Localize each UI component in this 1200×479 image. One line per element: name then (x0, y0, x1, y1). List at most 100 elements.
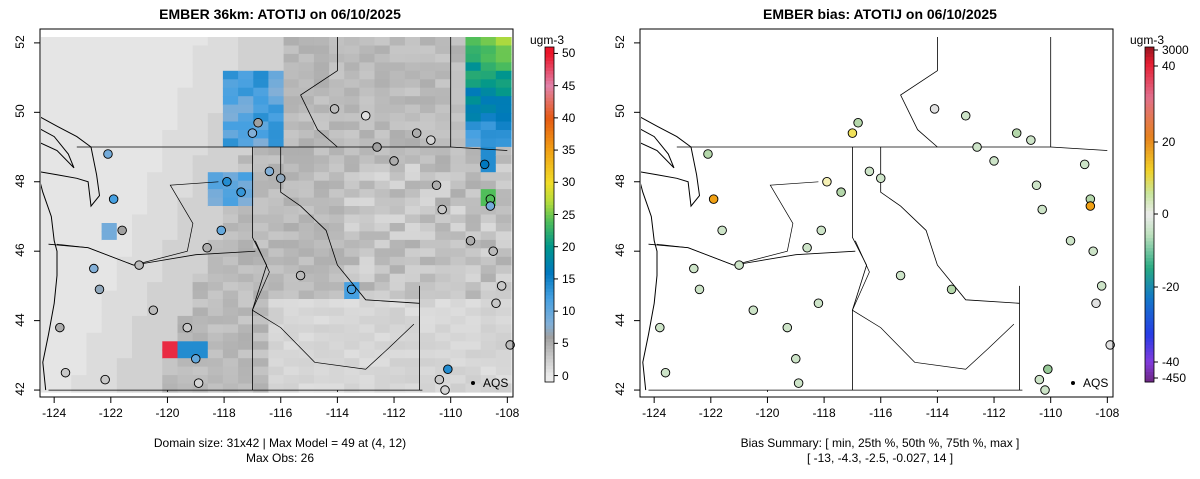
grid-cell (132, 366, 148, 376)
footer-bias-summary: Bias Summary: [ min, 25th %, 50th %, 75t… (740, 436, 1020, 450)
colorbar-segment (1145, 278, 1154, 282)
grid-cell (222, 155, 239, 165)
grid-cell (404, 96, 421, 106)
grid-cell (192, 172, 209, 182)
grid-cell (495, 332, 512, 342)
grid-cell (329, 273, 345, 283)
grid-cell (238, 358, 254, 368)
colorbar-segment (545, 53, 554, 58)
grid-cell (495, 256, 512, 266)
colorbar-segment (545, 167, 554, 172)
grid-cell (132, 130, 148, 140)
grid-cell (192, 223, 209, 233)
grid-cell (147, 163, 163, 173)
grid-cell (177, 96, 194, 106)
grid-cell (132, 155, 148, 165)
grid-cell (56, 79, 72, 89)
grid-cell (238, 163, 254, 173)
colorbar-segment (545, 301, 554, 306)
colorbar-segment (545, 117, 554, 122)
colorbar-segment (1145, 227, 1154, 232)
grid-cell (465, 45, 482, 55)
grid-cell (465, 315, 482, 325)
grid-cell (56, 248, 72, 258)
grid-cell (162, 256, 179, 266)
grid-cell (147, 87, 163, 97)
grid-cell (116, 231, 133, 241)
colorbar-segment (1145, 83, 1154, 88)
colorbar-segment (1145, 93, 1154, 98)
grid-cell (86, 231, 103, 241)
grid-cell (222, 172, 239, 182)
colorbar-segment (545, 375, 554, 380)
grid-cell (420, 290, 436, 300)
grid-cell (465, 96, 482, 106)
colorbar-segment (545, 83, 554, 88)
grid-cell (147, 383, 163, 393)
boundary-line (852, 147, 868, 391)
obs-point (440, 385, 450, 395)
grid-cell (86, 138, 103, 148)
grid-cell (162, 96, 179, 106)
grid-cell (435, 197, 451, 207)
grid-cell (253, 349, 270, 359)
grid-cell (101, 197, 118, 207)
grid-cell (344, 341, 360, 351)
grid-cell (207, 163, 224, 173)
grid-cell (344, 37, 360, 47)
grid-cell (313, 332, 330, 342)
grid-cell (450, 206, 467, 216)
grid-cell (238, 172, 254, 182)
grid-cell (132, 324, 148, 334)
grid-cell (162, 62, 179, 72)
grid-cell (177, 239, 194, 249)
colorbar-segment (1145, 348, 1154, 353)
grid-cell (222, 383, 239, 393)
grid-cell (465, 282, 482, 292)
grid-cell (71, 214, 88, 224)
grid-cell (41, 79, 57, 89)
grid-cell (222, 37, 239, 47)
grid-cell (298, 138, 315, 148)
grid-cell (253, 341, 270, 351)
grid-cell (313, 130, 330, 140)
grid-cell (344, 113, 360, 123)
grid-cell (480, 290, 497, 300)
plot-frame (39, 28, 514, 398)
obs-point (236, 187, 246, 197)
grid-cell (132, 332, 148, 342)
grid-cell (268, 282, 285, 292)
grid-cell (480, 172, 497, 182)
grid-cell (329, 206, 345, 216)
grid-cell (435, 299, 451, 309)
colorbar-segment (545, 335, 554, 339)
colorbar-tick-label: 45 (562, 78, 576, 93)
grid-cell (329, 214, 345, 224)
colorbar-segment (545, 201, 554, 205)
grid-cell (101, 70, 118, 80)
grid-cell (56, 358, 72, 368)
grid-cell (359, 37, 376, 47)
grid-cell (283, 256, 300, 266)
grid-cell (238, 223, 254, 233)
grid-cell (374, 180, 391, 190)
grid-cell (359, 239, 376, 249)
grid-cell (420, 358, 436, 368)
obs-point (264, 166, 275, 177)
colorbar-segment (545, 211, 554, 215)
grid-cell (329, 121, 345, 131)
grid-cell (116, 290, 133, 300)
grid-cell (344, 315, 360, 325)
grid-cell (313, 307, 330, 317)
grid-cell (132, 307, 148, 317)
grid-cell (238, 231, 254, 241)
grid-cell (329, 155, 345, 165)
bias-point (875, 173, 886, 184)
grid-cell (495, 290, 512, 300)
grid-cell (268, 214, 285, 224)
grid-cell (450, 239, 467, 249)
grid-cell (56, 180, 72, 190)
grid-cell (101, 256, 118, 266)
grid-cell (238, 96, 254, 106)
grid-cell (238, 146, 254, 156)
